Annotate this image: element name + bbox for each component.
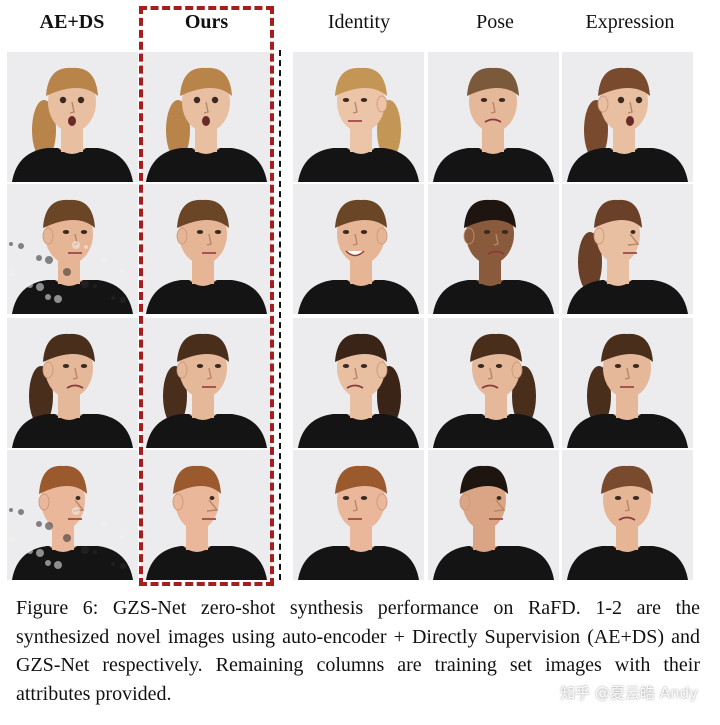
face-image-identity-row-2: [293, 184, 424, 314]
watermark: 知乎 @夏云皓 Andy: [560, 684, 698, 702]
face-image-ours-row-4: [141, 450, 272, 580]
column-separator: [279, 50, 281, 580]
column-header-ours: Ours: [184, 11, 229, 33]
face-image-expression-row-4: [562, 450, 693, 580]
face-image-ae-ds-row-3: [7, 318, 138, 448]
face-image-expression-row-1: [562, 52, 693, 182]
column-header-ae-ds: AE+DS: [39, 11, 105, 33]
face-image-ours-row-1: [141, 52, 272, 182]
face-image-identity-row-3: [293, 318, 424, 448]
figure-caption: Figure 6: GZS-Net zero-shot synthesis pe…: [16, 597, 700, 705]
face-image-ours-row-3: [141, 318, 272, 448]
face-image-pose-row-4: [428, 450, 559, 580]
face-image-pose-row-1: [428, 52, 559, 182]
ours-column-highlight: [139, 6, 274, 586]
column-header-pose: Pose: [476, 11, 514, 33]
face-image-ae-ds-row-1: [7, 52, 138, 182]
face-image-expression-row-2: [562, 184, 693, 314]
face-image-identity-row-1: [293, 52, 424, 182]
face-image-ours-row-2: [141, 184, 272, 314]
face-image-ae-ds-row-2: [7, 184, 138, 314]
face-image-ae-ds-row-4: [7, 450, 138, 580]
face-image-pose-row-2: [428, 184, 559, 314]
face-image-expression-row-3: [562, 318, 693, 448]
column-header-expression: Expression: [585, 11, 675, 33]
column-header-identity: Identity: [327, 11, 391, 33]
face-image-identity-row-4: [293, 450, 424, 580]
face-image-pose-row-3: [428, 318, 559, 448]
